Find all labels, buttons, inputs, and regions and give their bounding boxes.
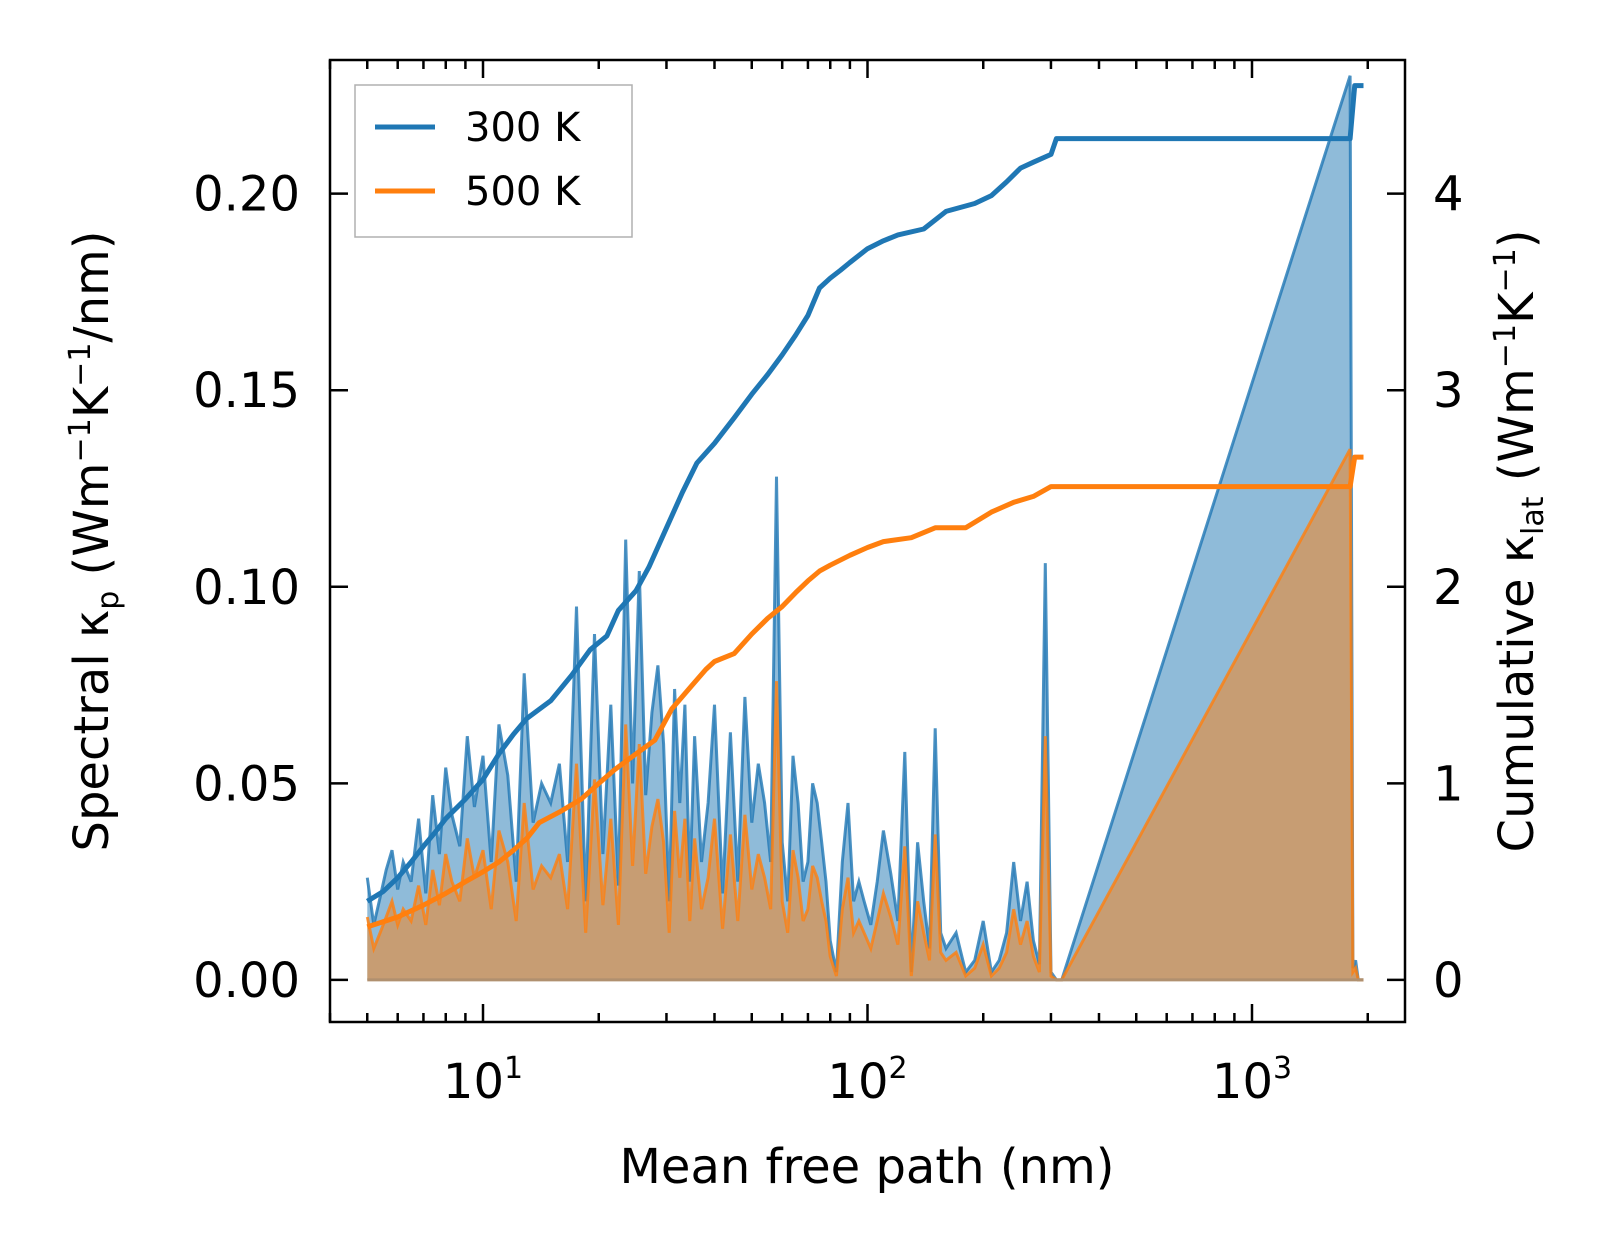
left-y-label-units-c: /nm)	[64, 231, 120, 343]
left-y-tick-label: 0.20	[193, 167, 300, 223]
spectral-500k-area	[367, 449, 1364, 980]
x-tick-label: 101	[443, 1051, 523, 1110]
x-axis-label: Mean free path (nm)	[620, 1139, 1115, 1195]
legend-box	[354, 84, 633, 238]
cumulative-line-500k	[366, 454, 1364, 930]
left-y-label-units-a: (Wm	[64, 463, 120, 591]
right-y-tick-label: 0	[1433, 953, 1464, 1009]
left-y-label-sup2: −1	[63, 343, 98, 387]
cumulative-line-300k	[365, 83, 1364, 904]
legend-label-300k: 300 K	[465, 105, 582, 151]
legend: 300 K 500 K	[354, 84, 633, 238]
axes-frame	[328, 58, 1407, 1024]
right-y-tick-label: 2	[1433, 560, 1464, 616]
right-y-tick-label: 3	[1433, 363, 1464, 419]
legend-label-500k: 500 K	[465, 169, 582, 215]
right-y-label-sup2: −1	[1488, 248, 1523, 292]
right-y-label-text: Cumulative κ	[1489, 535, 1545, 853]
spectral-300k-line	[365, 75, 1364, 982]
left-y-tick-label: 0.00	[193, 953, 300, 1009]
left-y-tick-label: 0.10	[193, 560, 300, 616]
left-y-label-sup1: −1	[63, 418, 98, 462]
right-y-label-units-c: )	[1489, 230, 1545, 249]
x-tick-label: 103	[1212, 1051, 1292, 1110]
left-y-label-text: Spectral κ	[64, 610, 120, 852]
cumulative-line-layer	[365, 83, 1364, 930]
right-y-axis-label: Cumulative κlat (Wm−1K−1)	[1488, 230, 1551, 853]
x-tick-label-exp: 1	[504, 1051, 523, 1086]
x-tick-label-exp: 3	[1273, 1051, 1292, 1086]
right-y-label-units-a: (Wm	[1489, 368, 1545, 496]
left-y-tick-label: 0.05	[193, 756, 300, 812]
x-tick-label-base: 10	[827, 1054, 888, 1110]
left-y-axis-label: Spectral κp (Wm−1K−1/nm)	[63, 231, 126, 852]
spectral-fill-layer	[365, 75, 1364, 982]
right-y-tick-label: 4	[1433, 167, 1464, 223]
left-y-label-units-b: K	[64, 385, 120, 418]
right-y-tick-label: 1	[1433, 756, 1464, 812]
x-tick-label-exp: 2	[888, 1051, 907, 1086]
axis-ticks	[328, 60, 1405, 1022]
right-y-label-sub: lat	[1516, 496, 1551, 535]
x-tick-label: 102	[827, 1051, 907, 1110]
right-y-tick-labels: 0 1 2 3 4	[1433, 167, 1464, 1009]
left-y-tick-label: 0.15	[193, 363, 300, 419]
spectral-500k-line	[365, 448, 1364, 982]
left-y-label-sub: p	[91, 591, 126, 610]
x-tick-label-base: 10	[443, 1054, 504, 1110]
x-tick-label-base: 10	[1212, 1054, 1273, 1110]
left-y-tick-labels: 0.00 0.05 0.10 0.15 0.20	[193, 167, 300, 1009]
right-y-label-units-b: K	[1489, 291, 1545, 324]
right-y-label-sup1: −1	[1488, 324, 1523, 368]
x-tick-labels: 101 102 103	[443, 1051, 1292, 1110]
